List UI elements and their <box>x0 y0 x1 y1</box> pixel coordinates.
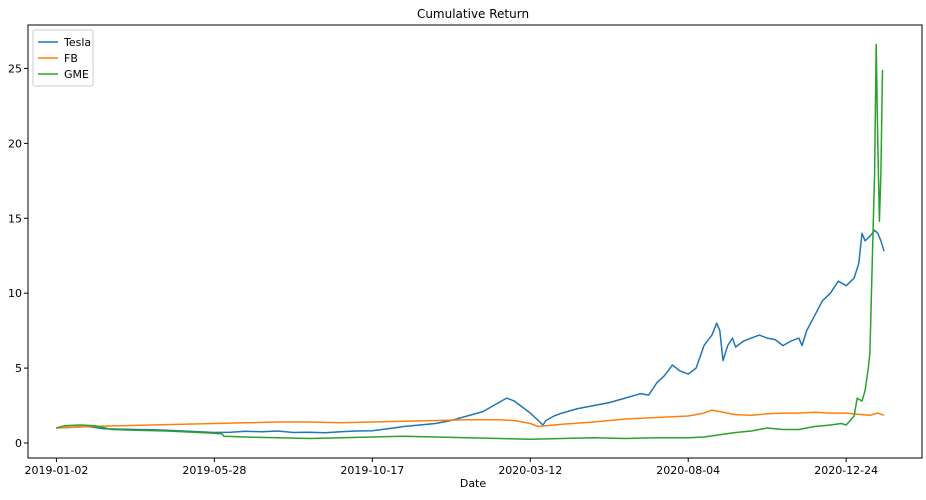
series-line-tesla <box>56 229 885 434</box>
x-tick-label: 2020-03-12 <box>498 464 562 477</box>
plot-area-frame <box>27 24 923 459</box>
legend-label-tesla: Tesla <box>63 36 91 49</box>
x-tick-label: 2020-12-24 <box>814 464 878 477</box>
y-axis: 0 5 10 15 20 25 <box>8 62 28 450</box>
y-tick-label: 5 <box>15 362 22 375</box>
y-tick-label: 15 <box>8 212 22 225</box>
series-line-gme <box>56 43 884 441</box>
y-tick-label: 25 <box>8 62 22 75</box>
series-layer <box>56 43 885 441</box>
legend-box <box>32 29 94 87</box>
legend-label-gme: GME <box>64 68 89 81</box>
y-tick-label: 0 <box>15 437 22 450</box>
y-tick-label: 20 <box>8 137 22 150</box>
legend-label-fb: FB <box>64 52 78 65</box>
legend: Tesla FB GME <box>32 29 94 87</box>
series-line-fb <box>56 409 885 429</box>
x-axis: 2019-01-02 2019-05-28 2019-10-17 2020-03-12… <box>24 458 878 477</box>
x-tick-label: 2020-08-04 <box>656 464 720 477</box>
x-tick-label: 2019-01-02 <box>24 464 88 477</box>
chart-title: Cumulative Return <box>417 7 529 21</box>
x-tick-label: 2019-10-17 <box>340 464 404 477</box>
y-tick-label: 10 <box>8 287 22 300</box>
x-tick-label: 2019-05-28 <box>182 464 246 477</box>
x-axis-label: Date <box>460 477 487 490</box>
